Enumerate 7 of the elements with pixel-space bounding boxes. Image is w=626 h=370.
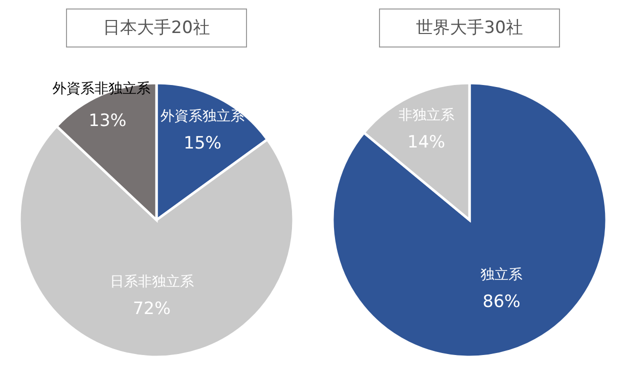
data-label: 86% (482, 292, 520, 312)
chart-title: 日本大手20社 (103, 18, 210, 38)
data-label: 15% (184, 134, 222, 154)
slice-label: 独立系 (480, 267, 523, 284)
pie-slice (331, 82, 608, 358)
chart-title: 世界大手30社 (416, 18, 523, 38)
data-label: 13% (88, 110, 126, 131)
